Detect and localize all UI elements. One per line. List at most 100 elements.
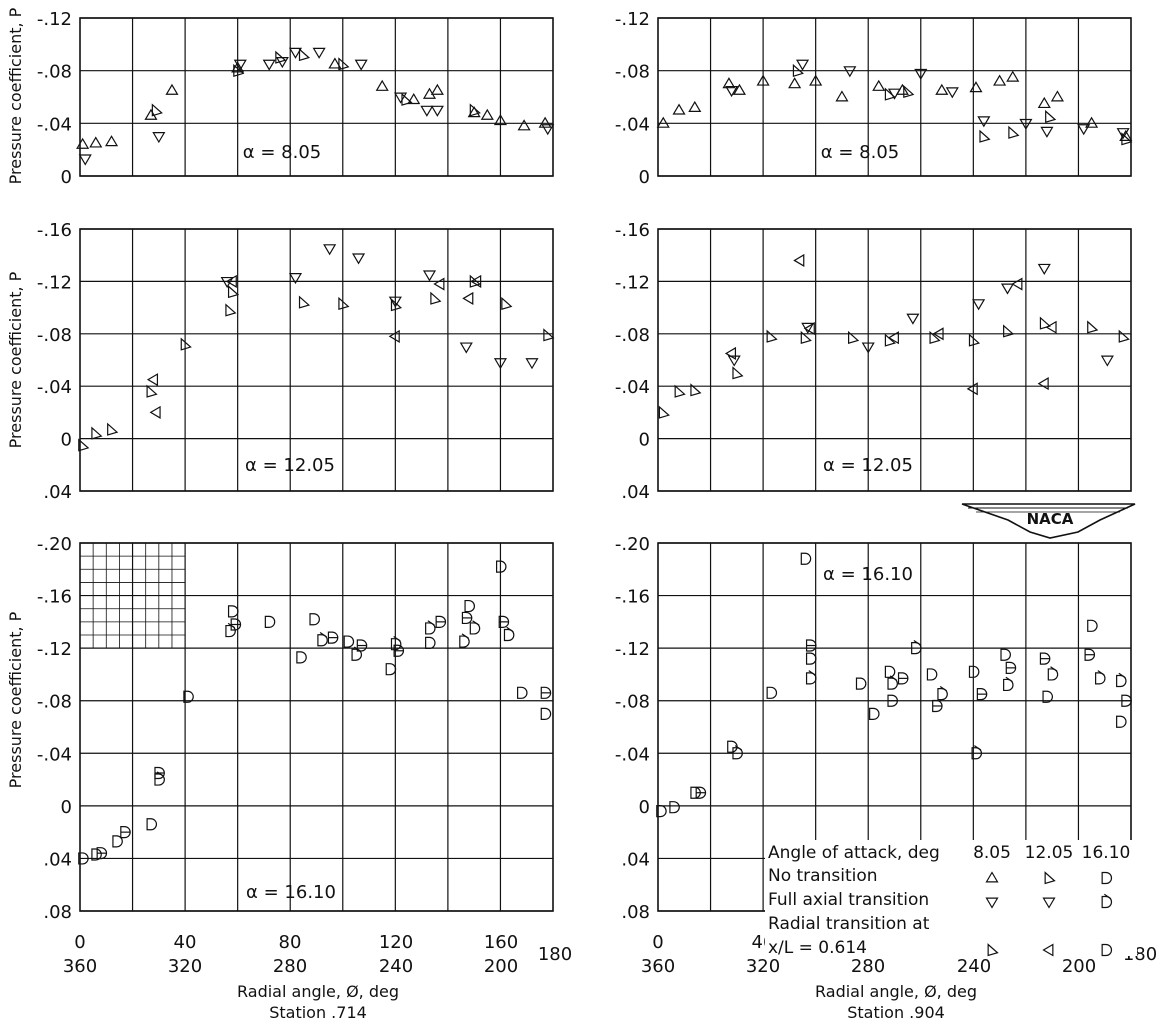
data-point	[225, 274, 237, 288]
plot-frame	[657, 17, 1132, 177]
data-point	[459, 633, 470, 648]
y-tick-label: -.08	[615, 325, 650, 346]
data-point	[800, 330, 812, 345]
y-tick-label: -.04	[615, 377, 650, 398]
x-tick-top: 80	[279, 932, 302, 953]
data-point	[385, 663, 397, 676]
data-point	[788, 77, 802, 89]
data-point	[495, 560, 507, 573]
data-point	[464, 599, 475, 613]
plot-frame	[79, 17, 554, 177]
data-point	[459, 342, 473, 354]
data-point	[543, 328, 555, 342]
data-point	[470, 274, 482, 288]
data-point	[884, 665, 896, 678]
data-point	[929, 330, 941, 345]
data-point	[461, 611, 473, 625]
data-point	[1003, 324, 1015, 338]
data-point	[231, 61, 245, 73]
plot-frame	[657, 228, 1132, 492]
data-point	[848, 330, 860, 345]
data-point	[1000, 648, 1011, 661]
data-point	[977, 116, 991, 128]
data-point	[732, 366, 744, 380]
x-ticks-left: 0 40 80 120 160 360 320 280 240 200 180	[63, 932, 572, 977]
y-tick-label: 0	[639, 797, 650, 818]
data-point	[375, 79, 389, 91]
data-point	[323, 244, 337, 256]
data-point	[91, 848, 102, 861]
data-point	[1050, 90, 1064, 102]
data-point	[766, 686, 778, 699]
data-point	[501, 296, 513, 310]
panel-alpha-12-station-714: .04 0 -.04 -.08 -.12 -.16	[37, 220, 555, 503]
y-tick-label: 0	[639, 430, 650, 451]
data-point	[1039, 652, 1051, 665]
data-point	[979, 129, 991, 143]
y-tick-label: .04	[621, 482, 650, 503]
data-point	[906, 313, 920, 325]
data-point	[420, 105, 434, 117]
x-tick-top: 0	[652, 932, 663, 953]
data-point	[78, 154, 92, 166]
data-point	[498, 615, 510, 628]
data-point	[538, 116, 552, 128]
alpha-label-4: α = 16.10	[246, 882, 336, 903]
data-point	[1006, 70, 1020, 82]
data-point	[792, 63, 804, 77]
x-tick-top: 0	[74, 932, 85, 953]
legend-alpha: 12.05	[1025, 843, 1074, 863]
data-point	[151, 103, 163, 117]
x-tick-bottom: 320	[168, 956, 202, 977]
data-point	[154, 766, 165, 780]
data-point	[1121, 694, 1132, 707]
data-point	[669, 801, 680, 814]
y-axis-label-row1: Pressure coefficient, P	[6, 7, 25, 184]
y-tick-label: -.04	[37, 744, 72, 765]
y-tick-label: -.16	[37, 220, 72, 241]
data-point	[869, 707, 880, 720]
data-point	[390, 298, 403, 312]
data-point	[793, 253, 805, 267]
y-tick-label: -.20	[615, 534, 650, 555]
data-point	[1003, 676, 1014, 692]
data-point	[112, 835, 123, 848]
data-point	[932, 327, 944, 341]
data-point	[805, 670, 817, 685]
data-point	[1119, 129, 1133, 141]
data-point	[805, 652, 817, 665]
data-point	[914, 68, 928, 80]
data-point	[390, 636, 402, 651]
legend-marker	[1042, 943, 1054, 957]
data-point	[422, 87, 437, 99]
data-point	[1037, 263, 1051, 275]
data-point	[911, 639, 922, 655]
y-tick-label: -.12	[37, 272, 72, 293]
y-tick-label: -.16	[37, 587, 72, 608]
data-point	[120, 826, 131, 839]
data-point	[809, 74, 823, 86]
x-tick-bottom: 360	[641, 956, 675, 977]
data-point	[658, 405, 670, 419]
data-point	[91, 426, 103, 440]
data-point	[1008, 125, 1020, 139]
data-point	[425, 620, 436, 635]
data-point	[96, 847, 108, 860]
alpha-label-3: α = 12.05	[823, 455, 913, 476]
y-tick-label: 0	[639, 167, 650, 188]
data-point	[1121, 132, 1133, 146]
data-point	[407, 92, 421, 105]
station-label-right: Station .904	[847, 1003, 945, 1022]
legend-row-label: No transition	[768, 866, 878, 886]
data-point	[766, 329, 778, 343]
data-point	[1037, 377, 1049, 391]
x-tick-bottom: 280	[851, 956, 885, 977]
data-point	[968, 333, 981, 347]
data-point	[887, 694, 898, 707]
data-point	[469, 103, 481, 117]
data-point	[144, 108, 158, 120]
x-tick-top: 40	[174, 932, 197, 953]
data-point	[227, 285, 240, 299]
legend-row-label: Radial transition at	[768, 914, 930, 934]
